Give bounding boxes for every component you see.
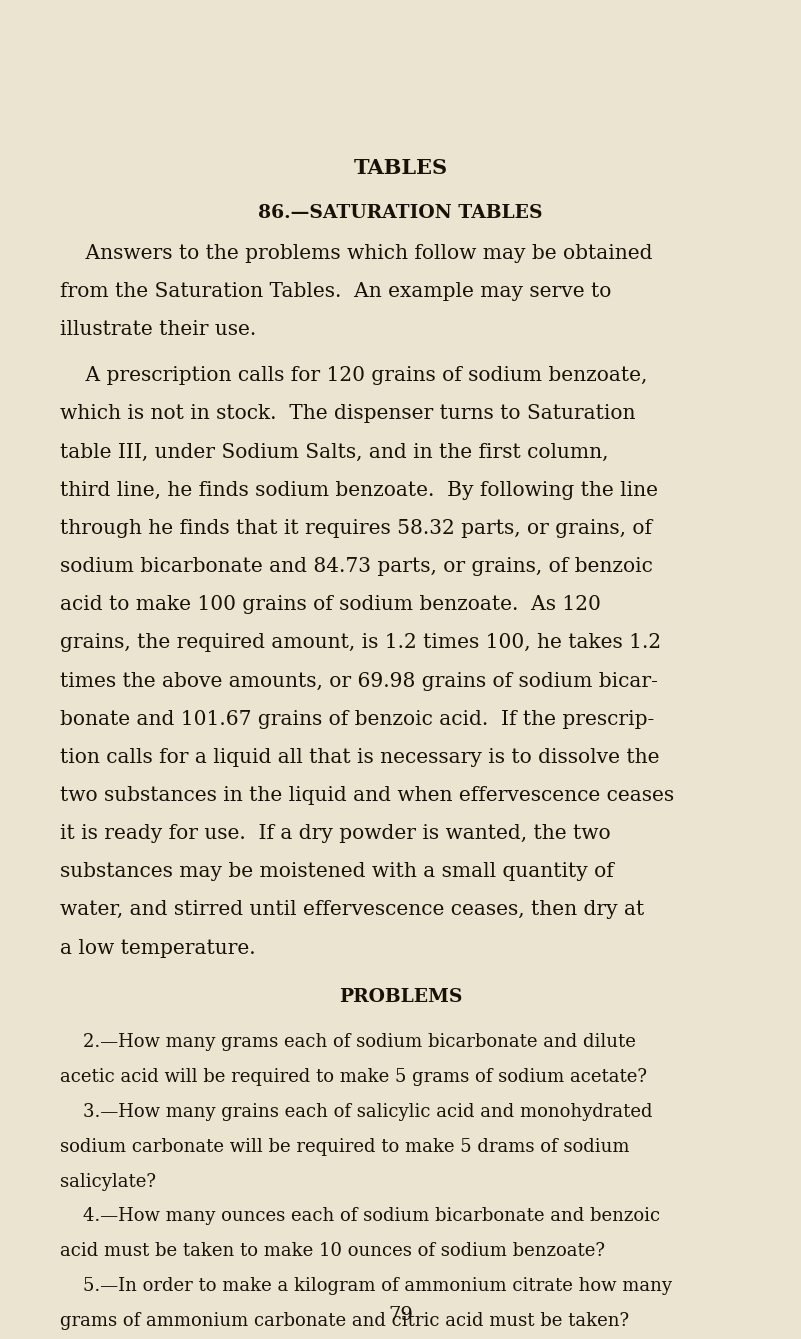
Text: grams of ammonium carbonate and citric acid must be taken?: grams of ammonium carbonate and citric a… <box>60 1312 630 1330</box>
Text: 2.—How many grams each of sodium bicarbonate and dilute: 2.—How many grams each of sodium bicarbo… <box>60 1034 636 1051</box>
Text: it is ready for use.  If a dry powder is wanted, the two: it is ready for use. If a dry powder is … <box>60 823 610 844</box>
Text: bonate and 101.67 grains of benzoic acid.  If the prescrip-: bonate and 101.67 grains of benzoic acid… <box>60 710 654 728</box>
Text: 4.—How many ounces each of sodium bicarbonate and benzoic: 4.—How many ounces each of sodium bicarb… <box>60 1208 660 1225</box>
Text: 86.—SATURATION TABLES: 86.—SATURATION TABLES <box>258 204 543 221</box>
Text: Answers to the problems which follow may be obtained: Answers to the problems which follow may… <box>60 244 653 262</box>
Text: table III, under Sodium Salts, and in the first column,: table III, under Sodium Salts, and in th… <box>60 442 609 462</box>
Text: a low temperature.: a low temperature. <box>60 939 256 957</box>
Text: acid must be taken to make 10 ounces of sodium benzoate?: acid must be taken to make 10 ounces of … <box>60 1243 605 1260</box>
Text: through he finds that it requires 58.32 parts, or grains, of: through he finds that it requires 58.32 … <box>60 518 652 538</box>
Text: substances may be moistened with a small quantity of: substances may be moistened with a small… <box>60 862 614 881</box>
Text: water, and stirred until effervescence ceases, then dry at: water, and stirred until effervescence c… <box>60 900 644 920</box>
Text: salicylate?: salicylate? <box>60 1173 156 1190</box>
Text: A prescription calls for 120 grains of sodium benzoate,: A prescription calls for 120 grains of s… <box>60 366 647 386</box>
Text: sodium carbonate will be required to make 5 drams of sodium: sodium carbonate will be required to mak… <box>60 1138 630 1156</box>
Text: TABLES: TABLES <box>353 158 448 178</box>
Text: third line, he finds sodium benzoate.  By following the line: third line, he finds sodium benzoate. By… <box>60 481 658 499</box>
Text: from the Saturation Tables.  An example may serve to: from the Saturation Tables. An example m… <box>60 281 611 301</box>
Text: tion calls for a liquid all that is necessary is to dissolve the: tion calls for a liquid all that is nece… <box>60 747 659 767</box>
Text: sodium bicarbonate and 84.73 parts, or grains, of benzoic: sodium bicarbonate and 84.73 parts, or g… <box>60 557 653 576</box>
Text: 5.—In order to make a kilogram of ammonium citrate how many: 5.—In order to make a kilogram of ammoni… <box>60 1277 672 1295</box>
Text: two substances in the liquid and when effervescence ceases: two substances in the liquid and when ef… <box>60 786 674 805</box>
Text: PROBLEMS: PROBLEMS <box>339 988 462 1006</box>
Text: acetic acid will be required to make 5 grams of sodium acetate?: acetic acid will be required to make 5 g… <box>60 1069 647 1086</box>
Text: 3.—How many grains each of salicylic acid and monohydrated: 3.—How many grains each of salicylic aci… <box>60 1103 653 1121</box>
Text: grains, the required amount, is 1.2 times 100, he takes 1.2: grains, the required amount, is 1.2 time… <box>60 633 661 652</box>
Text: illustrate their use.: illustrate their use. <box>60 320 256 339</box>
Text: which is not in stock.  The dispenser turns to Saturation: which is not in stock. The dispenser tur… <box>60 404 635 423</box>
Text: times the above amounts, or 69.98 grains of sodium bicar-: times the above amounts, or 69.98 grains… <box>60 671 658 691</box>
Text: acid to make 100 grains of sodium benzoate.  As 120: acid to make 100 grains of sodium benzoa… <box>60 595 601 615</box>
Text: 79: 79 <box>388 1306 413 1323</box>
